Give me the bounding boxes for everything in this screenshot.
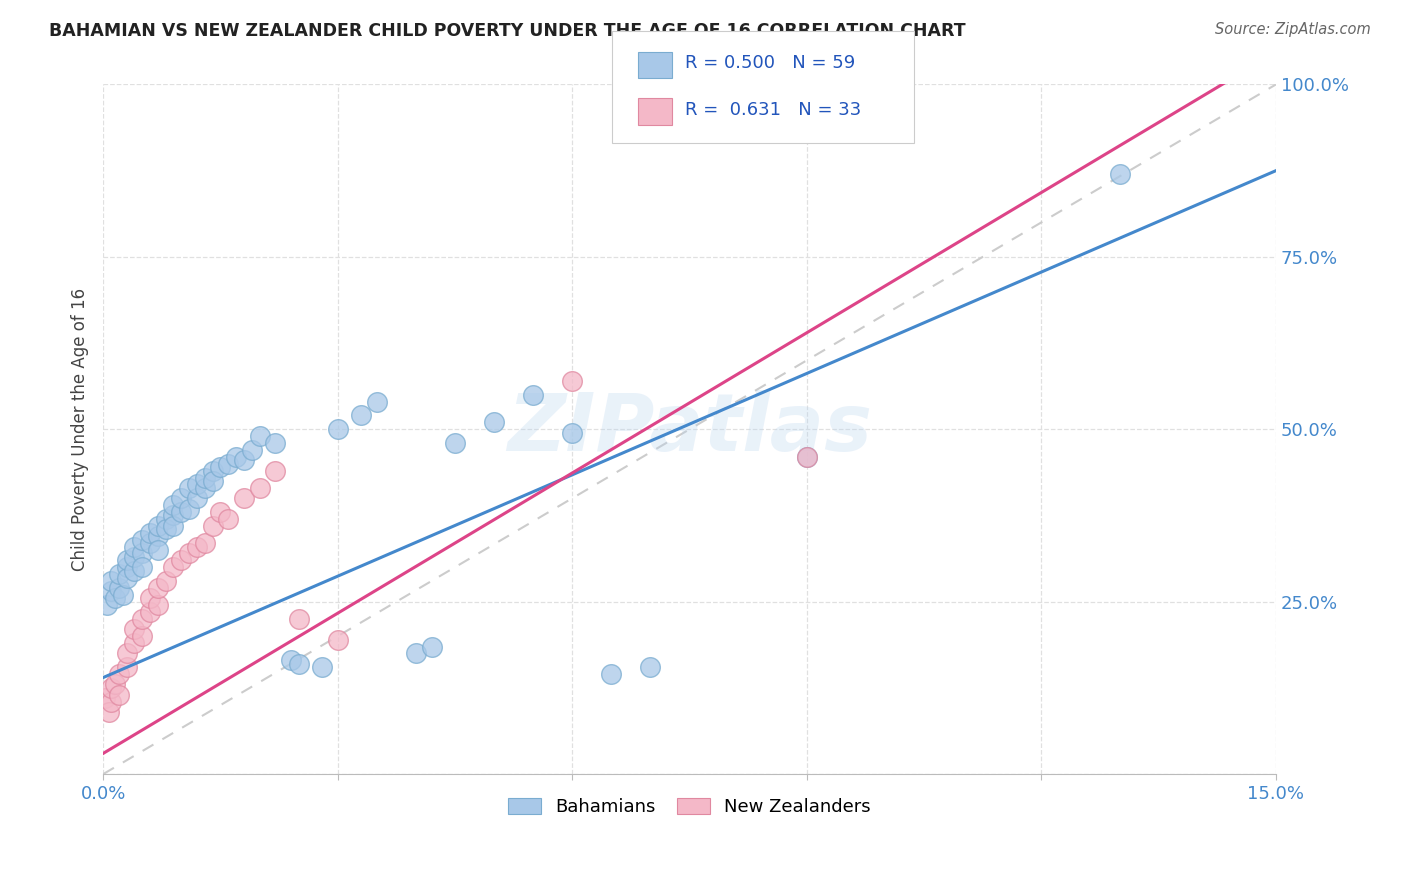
Point (405, 647, 427, 661)
Point (146, 598, 169, 612)
Point (796, 450, 818, 464)
Point (194, 470, 217, 484)
Point (107, 667, 129, 681)
Point (146, 529, 169, 543)
Point (287, 612, 309, 626)
Point (561, 374, 583, 388)
Point (100, 681, 122, 695)
Point (186, 491, 208, 506)
Point (139, 536, 162, 550)
Point (104, 677, 127, 691)
Text: ZIPatlas: ZIPatlas (508, 391, 872, 468)
Point (217, 512, 239, 526)
Point (131, 629, 153, 643)
Point (287, 657, 309, 671)
Point (201, 519, 224, 533)
Point (194, 481, 217, 495)
Point (209, 505, 232, 519)
Point (139, 591, 162, 606)
Legend: Bahamians, New Zealanders: Bahamians, New Zealanders (501, 791, 877, 823)
Text: BAHAMIAN VS NEW ZEALANDER CHILD POVERTY UNDER THE AGE OF 16 CORRELATION CHART: BAHAMIAN VS NEW ZEALANDER CHILD POVERTY … (49, 22, 966, 40)
Point (115, 570, 138, 584)
Point (170, 505, 193, 519)
Point (366, 394, 388, 409)
Point (194, 536, 217, 550)
Point (115, 647, 138, 661)
Point (186, 540, 208, 554)
Point (249, 429, 271, 443)
Point (104, 591, 127, 606)
Point (115, 560, 138, 574)
Point (326, 632, 349, 647)
Point (179, 481, 201, 495)
Point (249, 481, 271, 495)
Point (107, 581, 129, 595)
Point (201, 464, 224, 478)
Point (100, 584, 122, 599)
Point (155, 512, 177, 526)
Point (139, 525, 162, 540)
Point (264, 464, 287, 478)
Point (155, 574, 177, 588)
Point (232, 491, 254, 506)
Text: R = 0.500   N = 59: R = 0.500 N = 59 (685, 54, 855, 72)
Point (796, 450, 818, 464)
Point (162, 508, 184, 523)
Point (124, 564, 146, 578)
Point (600, 667, 623, 681)
Point (162, 519, 184, 533)
Point (146, 581, 169, 595)
Point (420, 640, 443, 654)
Point (264, 436, 287, 450)
Point (240, 442, 263, 457)
Point (444, 436, 467, 450)
Point (115, 660, 138, 674)
Point (1108, 167, 1130, 181)
Point (179, 546, 201, 560)
Point (124, 549, 146, 564)
Point (107, 688, 129, 702)
Point (179, 501, 201, 516)
Point (482, 416, 505, 430)
Point (561, 425, 583, 440)
Point (146, 543, 169, 558)
Point (94, 691, 117, 706)
Point (155, 522, 177, 536)
Point (124, 636, 146, 650)
Point (131, 533, 153, 547)
Point (98, 705, 121, 719)
Point (311, 660, 333, 674)
Point (146, 519, 169, 533)
Point (96, 598, 118, 612)
Point (131, 560, 153, 574)
Point (124, 540, 146, 554)
Point (225, 450, 247, 464)
Point (115, 553, 138, 567)
Point (162, 560, 184, 574)
Point (139, 605, 162, 619)
Point (217, 457, 239, 471)
Point (100, 574, 122, 588)
Point (124, 622, 146, 636)
Point (201, 474, 224, 488)
Point (640, 660, 662, 674)
Point (326, 422, 349, 436)
Point (162, 498, 184, 512)
Point (209, 460, 232, 475)
Point (232, 453, 254, 467)
Y-axis label: Child Poverty Under the Age of 16: Child Poverty Under the Age of 16 (72, 288, 89, 571)
Point (186, 477, 208, 491)
Point (131, 612, 153, 626)
Point (170, 553, 193, 567)
Point (100, 695, 122, 709)
Point (522, 388, 544, 402)
Point (170, 491, 193, 506)
Point (350, 409, 373, 423)
Point (107, 567, 129, 582)
Text: R =  0.631   N = 33: R = 0.631 N = 33 (685, 101, 860, 119)
Text: Source: ZipAtlas.com: Source: ZipAtlas.com (1215, 22, 1371, 37)
Point (280, 653, 302, 667)
Point (111, 588, 134, 602)
Point (131, 546, 153, 560)
